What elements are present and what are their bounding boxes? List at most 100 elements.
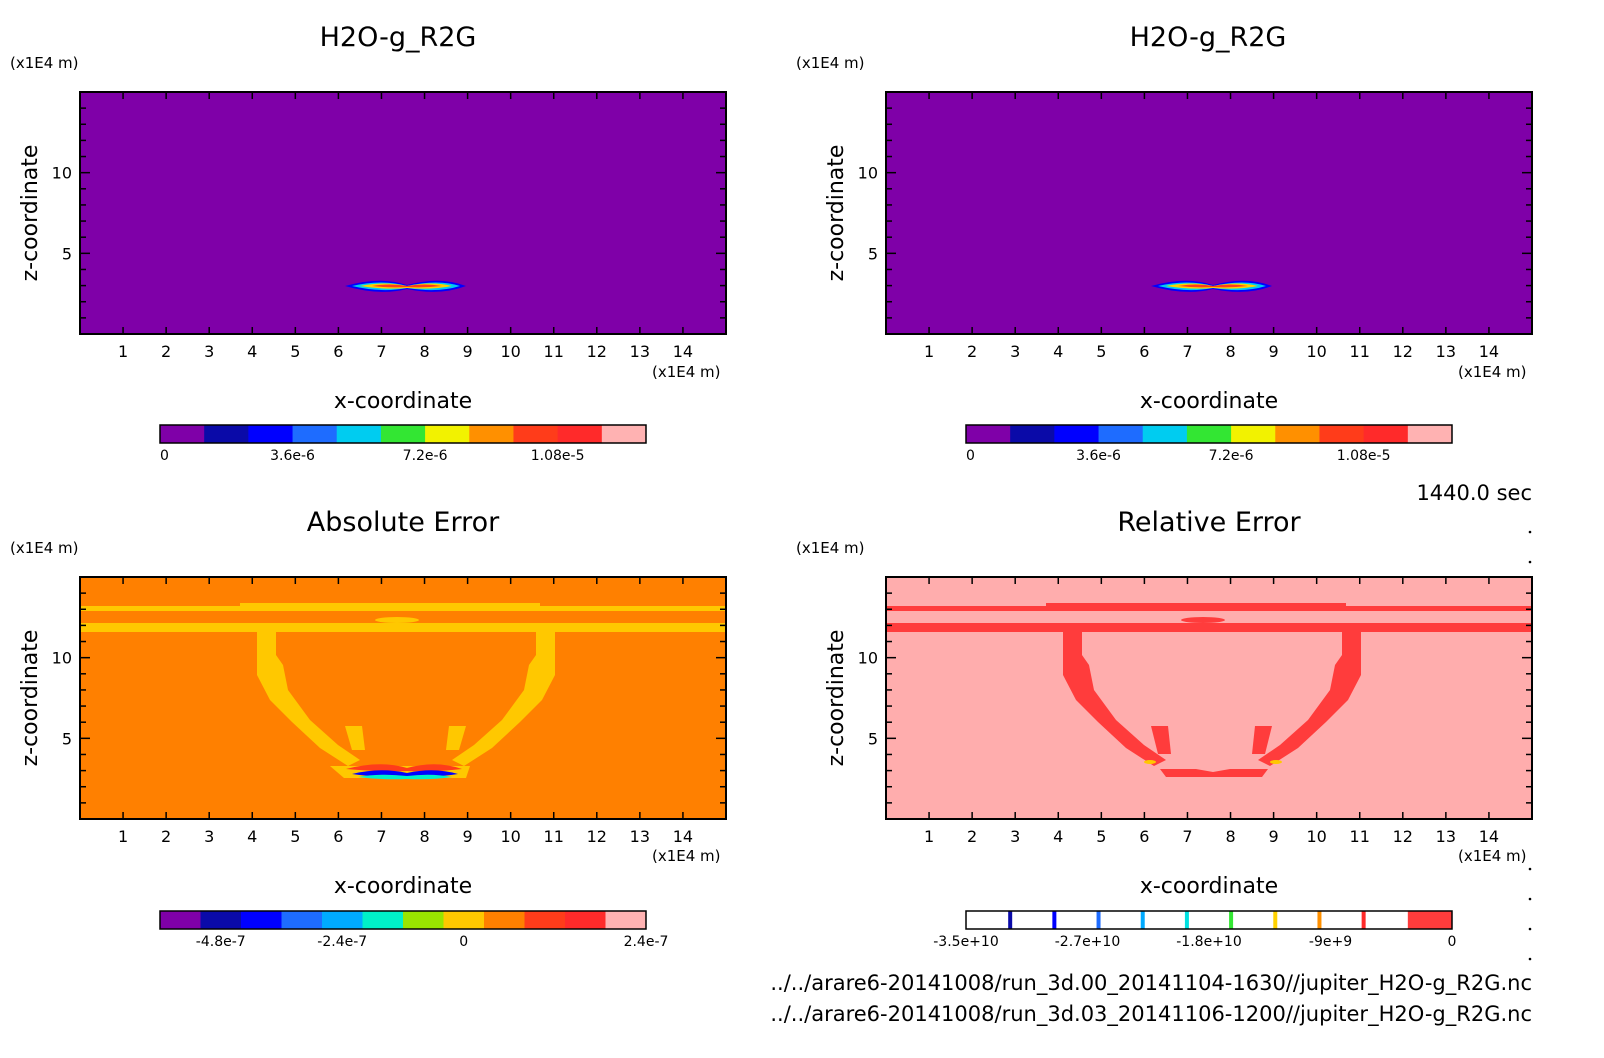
file-path-2: ../../arare6-20141008/run_3d.03_20141106…: [770, 1002, 1532, 1027]
heatmap-plume-core: [372, 284, 442, 288]
colorbar-segment: [966, 425, 1011, 443]
colorbar-label: 1.08e-5: [531, 448, 585, 464]
colorbar-segment: [425, 425, 470, 443]
x-axis-label: x-coordinate: [1140, 389, 1278, 414]
heatmap-arm-right: [446, 726, 466, 750]
x-tick-label: 5: [1096, 827, 1106, 846]
heatmap-background: [886, 577, 1532, 819]
heatmap-dipole-pos: [346, 764, 462, 772]
z-unit-label: (x1E4 m): [10, 54, 79, 72]
colorbar-separator: [1052, 911, 1057, 929]
colorbar-label: 0: [966, 448, 975, 464]
colorbar-segment: [281, 911, 323, 929]
y-tick-label: 10: [52, 164, 72, 183]
x-tick-label: 8: [1225, 827, 1235, 846]
heatmap-bottom-band: [1160, 769, 1268, 777]
x-unit-label: (x1E4 m): [1458, 363, 1527, 381]
panel-h2o-right: H2O-g_R2G (x1E4 m) 1 2 3 4 5 6 7 8 9 10 11 12 13 14 5…: [796, 22, 1533, 464]
colorbar-segment: [1363, 911, 1409, 929]
heatmap-patch: [375, 617, 419, 623]
heatmap-bowl-right: [1258, 627, 1361, 766]
x-tick-label: 10: [1306, 342, 1326, 361]
heatmap-band-top: [240, 603, 540, 607]
colorbar-segment: [1010, 911, 1055, 929]
colorbar-label: -3.5e+10: [933, 934, 998, 950]
colorbar-label: 3.6e-6: [1076, 448, 1121, 464]
x-tick-label: 9: [463, 342, 473, 361]
x-tick-label: 1: [118, 827, 128, 846]
x-tick-label: 6: [333, 342, 343, 361]
colorbar-segment: [484, 911, 525, 929]
colorbar-segment: [380, 425, 426, 443]
colorbar-segment: [1319, 911, 1365, 929]
colorbar: -3.5e+10 -2.7e+10 -1.8e+10 -9e+9 0: [933, 910, 1457, 950]
colorbar: 0 3.6e-6 7.2e-6 1.08e-5: [159, 424, 647, 464]
x-tick-label: 13: [1436, 342, 1456, 361]
x-tick-label: 14: [673, 827, 693, 846]
heatmap-background: [886, 92, 1532, 334]
x-tick-label: 7: [376, 827, 386, 846]
colorbar-segment: [1186, 425, 1232, 443]
plot-frame: [79, 91, 727, 335]
colorbar-label: 2.4e-7: [624, 934, 669, 950]
x-axis-label: x-coordinate: [1140, 874, 1278, 899]
plot-frame: [79, 576, 727, 820]
x-tick-label: 3: [1010, 342, 1020, 361]
colorbar-segment: [443, 911, 485, 929]
x-tick-label: 6: [333, 827, 343, 846]
x-tick-label: 11: [544, 342, 564, 361]
x-tick-label: 13: [630, 827, 650, 846]
colorbar-separator: [1273, 911, 1278, 929]
colorbar-separator: [1008, 911, 1013, 929]
heatmap-band-top: [1046, 603, 1346, 607]
x-tick-label: 10: [1306, 827, 1326, 846]
colorbar-segment: [248, 425, 294, 443]
x-tick-label: 4: [1053, 342, 1063, 361]
colorbar-frame: [965, 424, 1453, 444]
x-unit-label: (x1E4 m): [1458, 847, 1527, 865]
colorbar-label: 0: [459, 934, 468, 950]
heatmap-band-lower: [886, 623, 1532, 632]
plot-field: [80, 92, 726, 334]
x-tick-label: 13: [630, 342, 650, 361]
colorbar: -4.8e-7 -2.4e-7 0 2.4e-7: [159, 910, 669, 950]
plot-frame: [885, 576, 1533, 820]
panel-relative-error: Relative Error (x1E4 m) 1 2 3 4 5 6 7 8 9 10 11 12 1…: [796, 507, 1533, 950]
colorbar-label: 0: [1448, 934, 1457, 950]
colorbar-segment: [1098, 911, 1144, 929]
colorbar-segment: [403, 911, 444, 929]
x-tick-label: 12: [587, 827, 607, 846]
x-tick-label: 5: [290, 827, 300, 846]
colorbar-segment: [1142, 425, 1188, 443]
colorbar-segment: [160, 425, 205, 443]
colorbar-label: 0: [160, 448, 169, 464]
colorbar-label: 3.6e-6: [270, 448, 315, 464]
x-tick-label: 14: [1479, 342, 1499, 361]
colorbar-segment: [1319, 425, 1365, 443]
y-ticks: 5 10: [52, 91, 726, 335]
colorbar-frame: [965, 910, 1453, 930]
colorbar-label: 7.2e-6: [1209, 448, 1254, 464]
x-ticks: 1 2 3 4 5 6 7 8 9 10 11 12 13 14: [79, 92, 727, 361]
colorbar-segment: [565, 911, 606, 929]
y-ticks: 5 10: [52, 576, 726, 820]
x-tick-label: 3: [1010, 827, 1020, 846]
x-tick-label: 9: [1269, 827, 1279, 846]
colorbar-segment: [524, 911, 566, 929]
x-tick-label: 5: [1096, 342, 1106, 361]
x-tick-label: 11: [1350, 827, 1370, 846]
y-axis-label: z-coordinate: [824, 630, 849, 767]
x-tick-label: 2: [967, 342, 977, 361]
panel-title: H2O-g_R2G: [1130, 22, 1287, 53]
colorbar-frame: [159, 424, 647, 444]
colorbar: 0 3.6e-6 7.2e-6 1.08e-5: [965, 424, 1453, 464]
plot-field: [886, 577, 1532, 819]
y-ticks: 5 10: [858, 91, 1532, 335]
x-tick-label: 12: [1393, 827, 1413, 846]
colorbar-segment: [1407, 911, 1453, 929]
plot-frame: [885, 91, 1533, 335]
colorbar-segment: [966, 911, 1011, 929]
x-tick-label: 8: [419, 827, 429, 846]
time-label: 1440.0 sec: [1416, 481, 1532, 505]
